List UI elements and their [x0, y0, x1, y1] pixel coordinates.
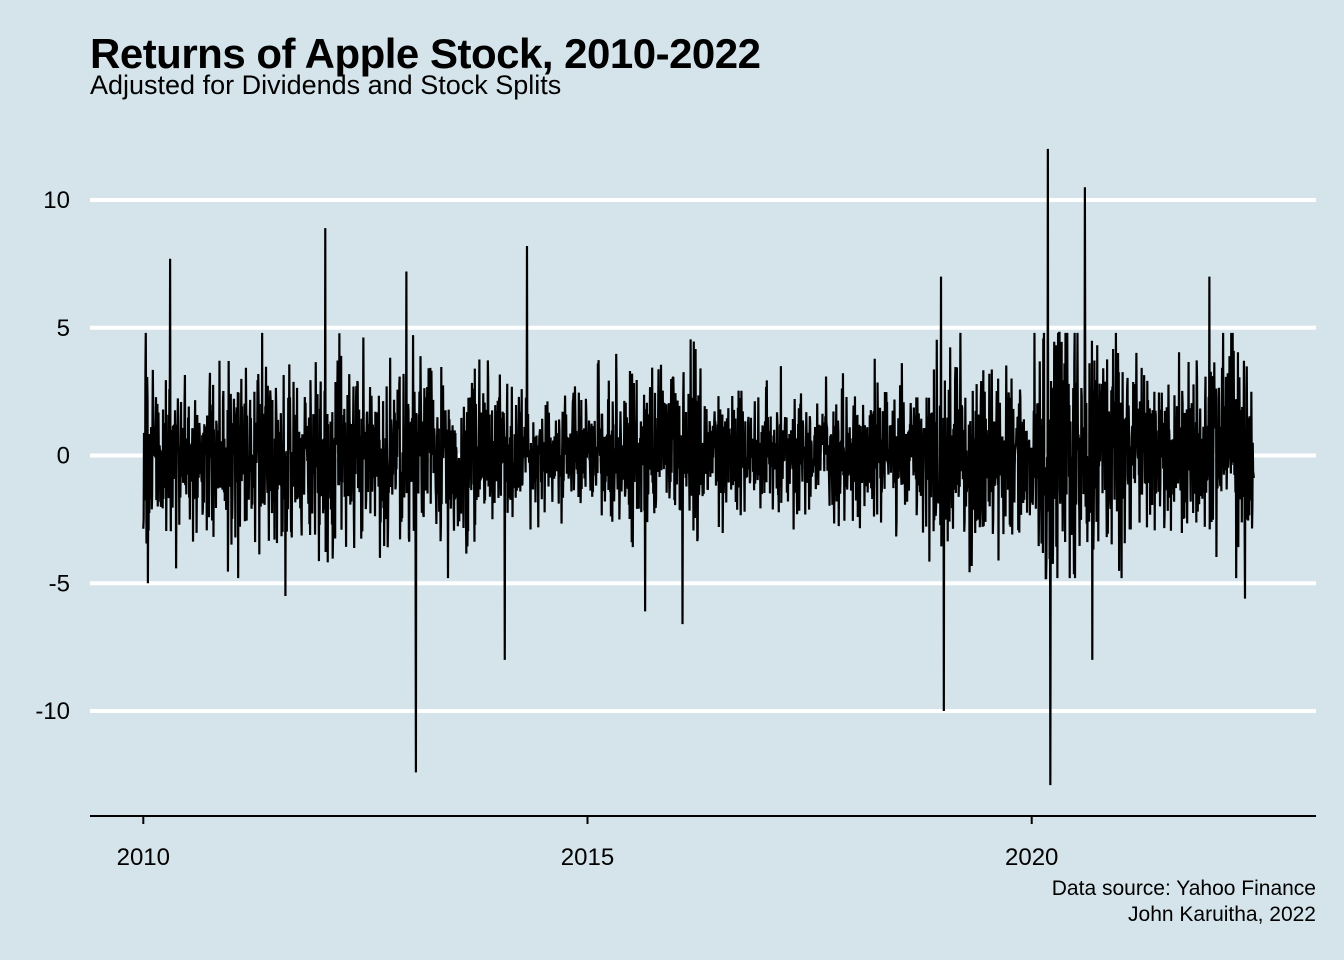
returns-series-line [142, 148, 1255, 786]
caption-author: John Karuitha, 2022 [1128, 903, 1316, 926]
x-tick-label: 2015 [561, 844, 614, 871]
chart-title: Returns of Apple Stock, 2010-2022 [90, 30, 761, 77]
y-tick-label: 0 [57, 443, 70, 470]
y-tick-label: 5 [57, 315, 70, 342]
x-tick-label: 2010 [117, 844, 170, 871]
chart-caption: Data source: Yahoo Finance John Karuitha… [1052, 876, 1316, 928]
caption-source: Data source: Yahoo Finance [1051, 877, 1316, 900]
y-tick-label: 10 [43, 187, 70, 214]
y-tick-label: -5 [49, 570, 70, 597]
chart-subtitle: Adjusted for Dividends and Stock Splits [90, 70, 562, 100]
y-tick-label: -10 [35, 698, 70, 725]
x-tick-label: 2020 [1005, 844, 1058, 871]
